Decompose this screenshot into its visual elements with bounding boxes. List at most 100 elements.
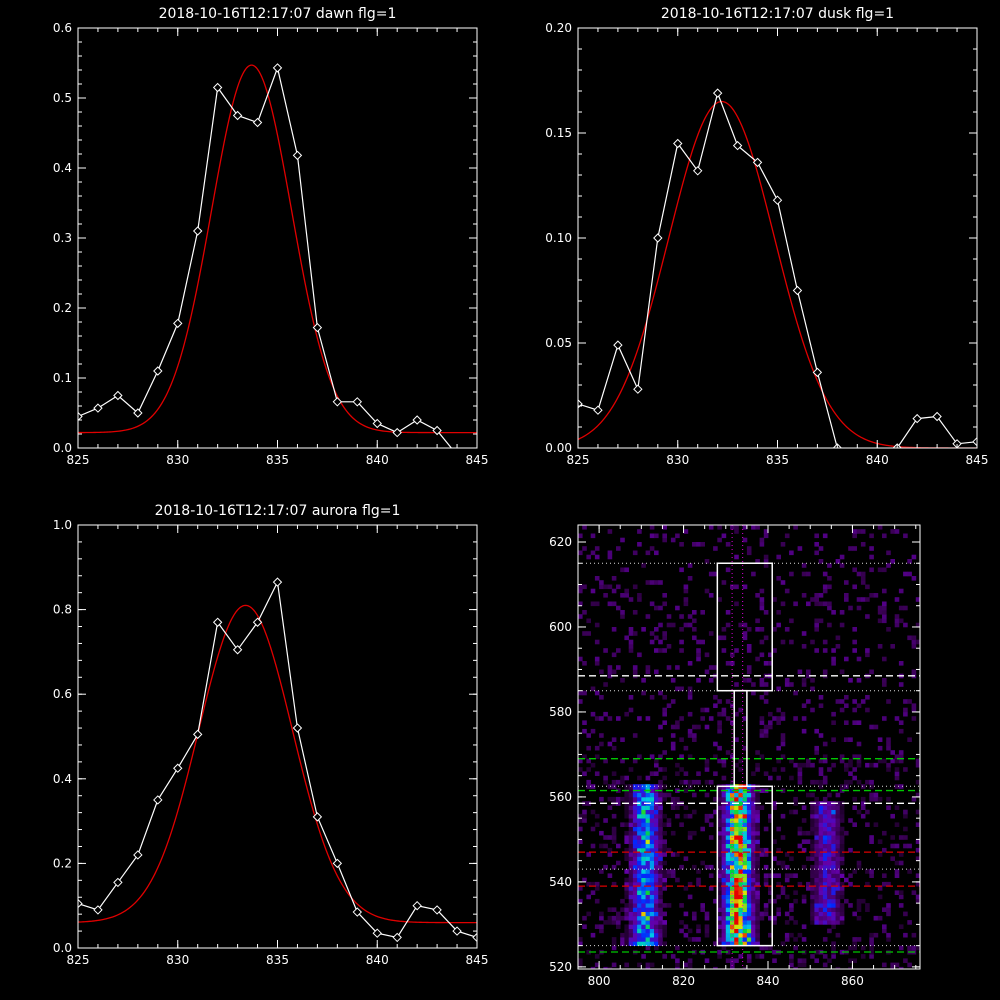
- heatmap-cell: [886, 745, 891, 751]
- heatmap-cell: [911, 945, 917, 951]
- heatmap-cell: [594, 639, 600, 645]
- heatmap-cell: [637, 796, 642, 802]
- heatmap-cell: [873, 724, 879, 730]
- heatmap-cell: [738, 864, 743, 870]
- heatmap-cell: [898, 720, 904, 725]
- heatmap-cell: [822, 669, 828, 675]
- heatmap-cell: [645, 830, 651, 836]
- plot-area: [78, 63, 477, 448]
- heatmap-cell: [730, 584, 735, 590]
- heatmap-cell: [704, 669, 710, 675]
- heatmap-cell: [903, 622, 908, 628]
- heatmap-cell: [700, 542, 705, 547]
- heatmap-cell: [814, 894, 819, 900]
- heatmap-cell: [797, 932, 803, 938]
- heatmap-cell: [852, 567, 857, 573]
- heatmap-cell: [641, 690, 646, 696]
- heatmap-cell: [907, 737, 912, 742]
- heatmap-cell: [768, 873, 773, 878]
- heatmap-cell: [742, 920, 748, 925]
- heatmap-cell: [628, 813, 634, 819]
- heatmap-cell: [628, 631, 634, 636]
- heatmap-cell: [628, 915, 634, 921]
- heatmap-cell: [755, 911, 760, 917]
- heatmap-cell: [738, 767, 743, 772]
- heatmap-cell: [692, 635, 697, 641]
- heatmap-cell: [611, 826, 617, 832]
- heatmap-cell: [717, 954, 722, 959]
- heatmap-cell: [594, 690, 600, 696]
- heatmap-cell: [835, 813, 841, 819]
- heatmap-cell: [645, 847, 651, 853]
- heatmap-cell: [624, 839, 629, 844]
- heatmap-cell: [873, 593, 879, 598]
- heatmap-cell: [721, 843, 727, 849]
- heatmap-cell: [797, 779, 803, 785]
- heatmap-cell: [730, 813, 735, 819]
- heatmap-cell: [801, 678, 807, 683]
- heatmap-cell: [822, 835, 828, 840]
- heatmap-cell: [890, 966, 895, 969]
- heatmap-cell: [755, 920, 760, 925]
- heatmap-cell: [637, 937, 642, 942]
- heatmap-cell: [911, 707, 917, 713]
- heatmap-cell: [734, 864, 739, 870]
- heatmap-cell: [763, 661, 769, 666]
- heatmap-cell: [624, 894, 629, 900]
- heatmap-cell: [649, 546, 655, 551]
- heatmap-cell: [628, 860, 634, 866]
- heatmap-cell: [763, 852, 769, 857]
- heatmap-cell: [658, 873, 663, 878]
- heatmap-cell: [654, 533, 659, 539]
- heatmap-cell: [721, 711, 727, 717]
- heatmap-cell: [806, 830, 811, 836]
- heatmap-cell: [835, 864, 841, 870]
- heatmap-cell: [624, 890, 629, 895]
- heatmap-cell: [654, 635, 659, 641]
- heatmap-cell: [810, 856, 815, 861]
- heatmap-cell: [645, 775, 651, 781]
- heatmap-cell: [784, 864, 790, 870]
- heatmap-cell: [628, 843, 634, 849]
- y-tick-label: 0.6: [53, 687, 72, 701]
- heatmap-cell: [865, 614, 870, 619]
- heatmap-cell: [827, 563, 832, 568]
- heatmap-cell: [734, 932, 739, 938]
- heatmap-cell: [624, 911, 629, 917]
- heatmap-cell: [624, 588, 629, 594]
- data-point: [192, 226, 203, 236]
- heatmap-cell: [793, 716, 798, 721]
- heatmap-cell: [827, 843, 832, 849]
- heatmap-cell: [755, 903, 760, 908]
- heatmap-cell: [734, 529, 739, 534]
- y-tick-label: 0.1: [53, 371, 72, 385]
- heatmap-cell: [742, 932, 748, 938]
- heatmap-cell: [628, 852, 634, 857]
- heatmap-cell: [890, 559, 895, 564]
- heatmap-cell: [907, 962, 912, 968]
- heatmap-cell: [658, 877, 663, 883]
- heatmap-cell: [894, 618, 900, 624]
- heatmap-cell: [831, 830, 836, 836]
- heatmap-cell: [806, 673, 811, 679]
- heatmap-cell: [768, 915, 773, 921]
- heatmap-cell: [818, 847, 824, 853]
- heatmap-cell: [831, 847, 836, 853]
- heatmap-cell: [708, 873, 714, 878]
- heatmap-cell: [582, 584, 587, 590]
- heatmap-cell: [877, 839, 883, 844]
- heatmap-cell: [797, 881, 803, 887]
- heatmap-cell: [632, 881, 638, 887]
- heatmap-cell: [582, 877, 587, 883]
- heatmap-cell: [721, 635, 727, 641]
- heatmap-cell: [801, 894, 807, 900]
- heatmap-cell: [856, 741, 862, 747]
- heatmap-cell: [801, 864, 807, 870]
- heatmap-cell: [632, 805, 638, 810]
- heatmap-cell: [586, 852, 591, 857]
- data-point: [752, 157, 763, 168]
- heatmap-cell: [839, 873, 845, 878]
- heatmap-cell: [746, 894, 752, 900]
- heatmap-cell: [822, 911, 828, 917]
- heatmap-cell: [734, 852, 739, 857]
